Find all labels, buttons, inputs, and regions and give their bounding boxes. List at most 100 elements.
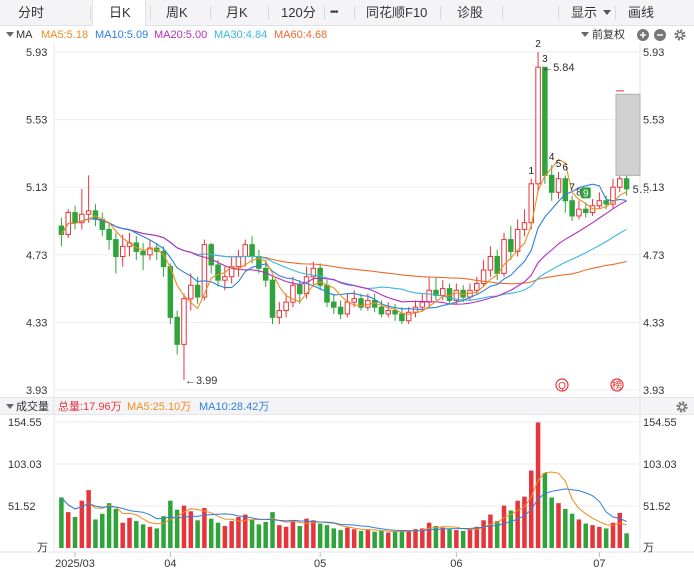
volume-bar-down bbox=[447, 529, 452, 548]
volume-bar-down bbox=[624, 533, 629, 548]
price-tick-right: 3.93 bbox=[643, 385, 664, 397]
candle-down bbox=[371, 299, 378, 308]
candle-up bbox=[119, 245, 126, 257]
candle-up bbox=[310, 267, 317, 278]
volume-bar-up bbox=[365, 530, 371, 548]
adjust-chevron-icon[interactable] bbox=[581, 32, 589, 38]
candle-up bbox=[283, 301, 289, 312]
price-tick-left: 5.13 bbox=[26, 182, 47, 194]
candle-up bbox=[188, 284, 194, 300]
more-icon[interactable]: ••• bbox=[330, 7, 339, 18]
price-adjust-selector[interactable]: 前复权 bbox=[592, 29, 625, 41]
candle-down bbox=[392, 310, 398, 315]
volume-bars bbox=[59, 422, 629, 548]
tab-intraday[interactable]: 分时 bbox=[18, 5, 45, 20]
candle-down bbox=[296, 284, 303, 295]
price-tick-right: 4.33 bbox=[643, 317, 664, 329]
tab-monthly-k[interactable]: 月K bbox=[226, 5, 248, 20]
volume-settings-gear-icon[interactable] bbox=[676, 401, 688, 413]
volume-bar-down bbox=[174, 509, 180, 548]
volume-bar-up bbox=[440, 527, 445, 548]
ma5-line bbox=[60, 158, 627, 315]
date-tick-label: 2025/03 bbox=[55, 558, 95, 570]
tab-120-minute[interactable]: 120分 bbox=[281, 5, 316, 20]
volume-ma5-line bbox=[61, 471, 627, 532]
volume-bar-up bbox=[351, 529, 357, 548]
volume-bar-down bbox=[317, 523, 323, 548]
badge-q-ring bbox=[555, 378, 569, 392]
volume-bar-up bbox=[535, 422, 541, 548]
candle-down bbox=[562, 178, 569, 202]
last-price-label: 5… bbox=[633, 184, 650, 196]
volume-bar-down bbox=[249, 519, 255, 548]
volume-bar-up bbox=[420, 528, 425, 548]
tab-f10[interactable]: 同花顺F10 bbox=[366, 5, 428, 20]
display-menu-button[interactable]: 显示 bbox=[571, 5, 598, 20]
badge-rank-ring bbox=[610, 378, 624, 392]
date-tick-label: 06 bbox=[450, 558, 462, 570]
high-price-label: ←5.84 bbox=[542, 62, 574, 74]
tab-diagnose[interactable]: 诊股 bbox=[457, 5, 484, 20]
volume-bar-up bbox=[304, 518, 309, 548]
collapse-chevron-icon[interactable] bbox=[6, 404, 14, 410]
volume-bar-up bbox=[515, 500, 520, 548]
candle-down bbox=[460, 289, 466, 298]
volume-bar-down bbox=[297, 525, 302, 548]
candle-up bbox=[290, 284, 296, 303]
volume-bar-up bbox=[181, 505, 187, 548]
candle-down bbox=[92, 210, 99, 220]
collapse-chevron-icon[interactable] bbox=[6, 32, 14, 38]
volume-ma10-line bbox=[61, 488, 627, 532]
volume-bar-down bbox=[106, 503, 112, 548]
price-tick-left: 5.93 bbox=[26, 47, 47, 59]
volume-bar-down bbox=[100, 513, 105, 548]
volume-bar-up bbox=[426, 522, 432, 548]
volume-bar-down bbox=[140, 524, 146, 548]
candle-up bbox=[589, 205, 596, 214]
volume-bar-down bbox=[358, 530, 364, 548]
tab-daily-k[interactable]: 日K bbox=[92, 0, 146, 26]
seq-counter: 3 bbox=[542, 54, 548, 65]
candle-up bbox=[535, 66, 541, 185]
candle-up bbox=[405, 311, 412, 322]
candle-down bbox=[140, 250, 146, 256]
candle-down bbox=[58, 225, 65, 236]
candle-down bbox=[160, 250, 167, 268]
ma60-value: MA60:4.68 bbox=[274, 29, 328, 41]
volume-bar-down bbox=[215, 522, 221, 548]
zoom-in-icon[interactable] bbox=[637, 29, 649, 41]
badge-rank: 榜 bbox=[612, 379, 622, 392]
price-tick-right: 5.53 bbox=[643, 115, 664, 127]
volume-bar-up bbox=[590, 525, 595, 548]
candle-down bbox=[194, 284, 201, 298]
settings-gear-icon[interactable] bbox=[674, 29, 686, 41]
volume-legend: 成交量 总量:17.96万 MA5:25.10万 MA10:28.42万 bbox=[0, 397, 694, 415]
candle-up bbox=[480, 269, 487, 285]
candle-up bbox=[201, 244, 208, 298]
candle-up bbox=[242, 244, 249, 257]
volume-bar-down bbox=[508, 510, 514, 548]
volume-bar-up bbox=[406, 530, 411, 548]
volume-bar-down bbox=[256, 524, 262, 548]
moving-averages bbox=[60, 158, 627, 315]
volume-bar-down bbox=[399, 530, 405, 548]
candle-up bbox=[222, 276, 228, 281]
price-axis: 5.93 5.93 5.53 5.53 5.13 5.13 4.73 4.73 4.33 4.33… bbox=[8, 47, 677, 554]
volume-total: 总量:17.96万 bbox=[58, 401, 122, 413]
zoom-out-icon[interactable] bbox=[654, 29, 666, 41]
volume-bar-down bbox=[569, 513, 575, 548]
volume-bar-down bbox=[195, 520, 200, 548]
tab-weekly-k[interactable]: 周K bbox=[166, 5, 188, 20]
grid bbox=[0, 43, 694, 553]
candle-down bbox=[174, 316, 180, 345]
draw-line-button[interactable]: 画线 bbox=[628, 5, 655, 20]
volume-ma5: MA5:25.10万 bbox=[127, 401, 192, 413]
price-tick-left: 4.33 bbox=[26, 317, 47, 329]
volume-bar-up bbox=[243, 514, 248, 548]
volume-bar-up bbox=[311, 520, 316, 548]
volume-bar-down bbox=[549, 497, 554, 548]
volume-bar-up bbox=[222, 525, 228, 548]
candle-up bbox=[276, 310, 283, 318]
display-chevron-down-icon[interactable] bbox=[603, 10, 611, 16]
